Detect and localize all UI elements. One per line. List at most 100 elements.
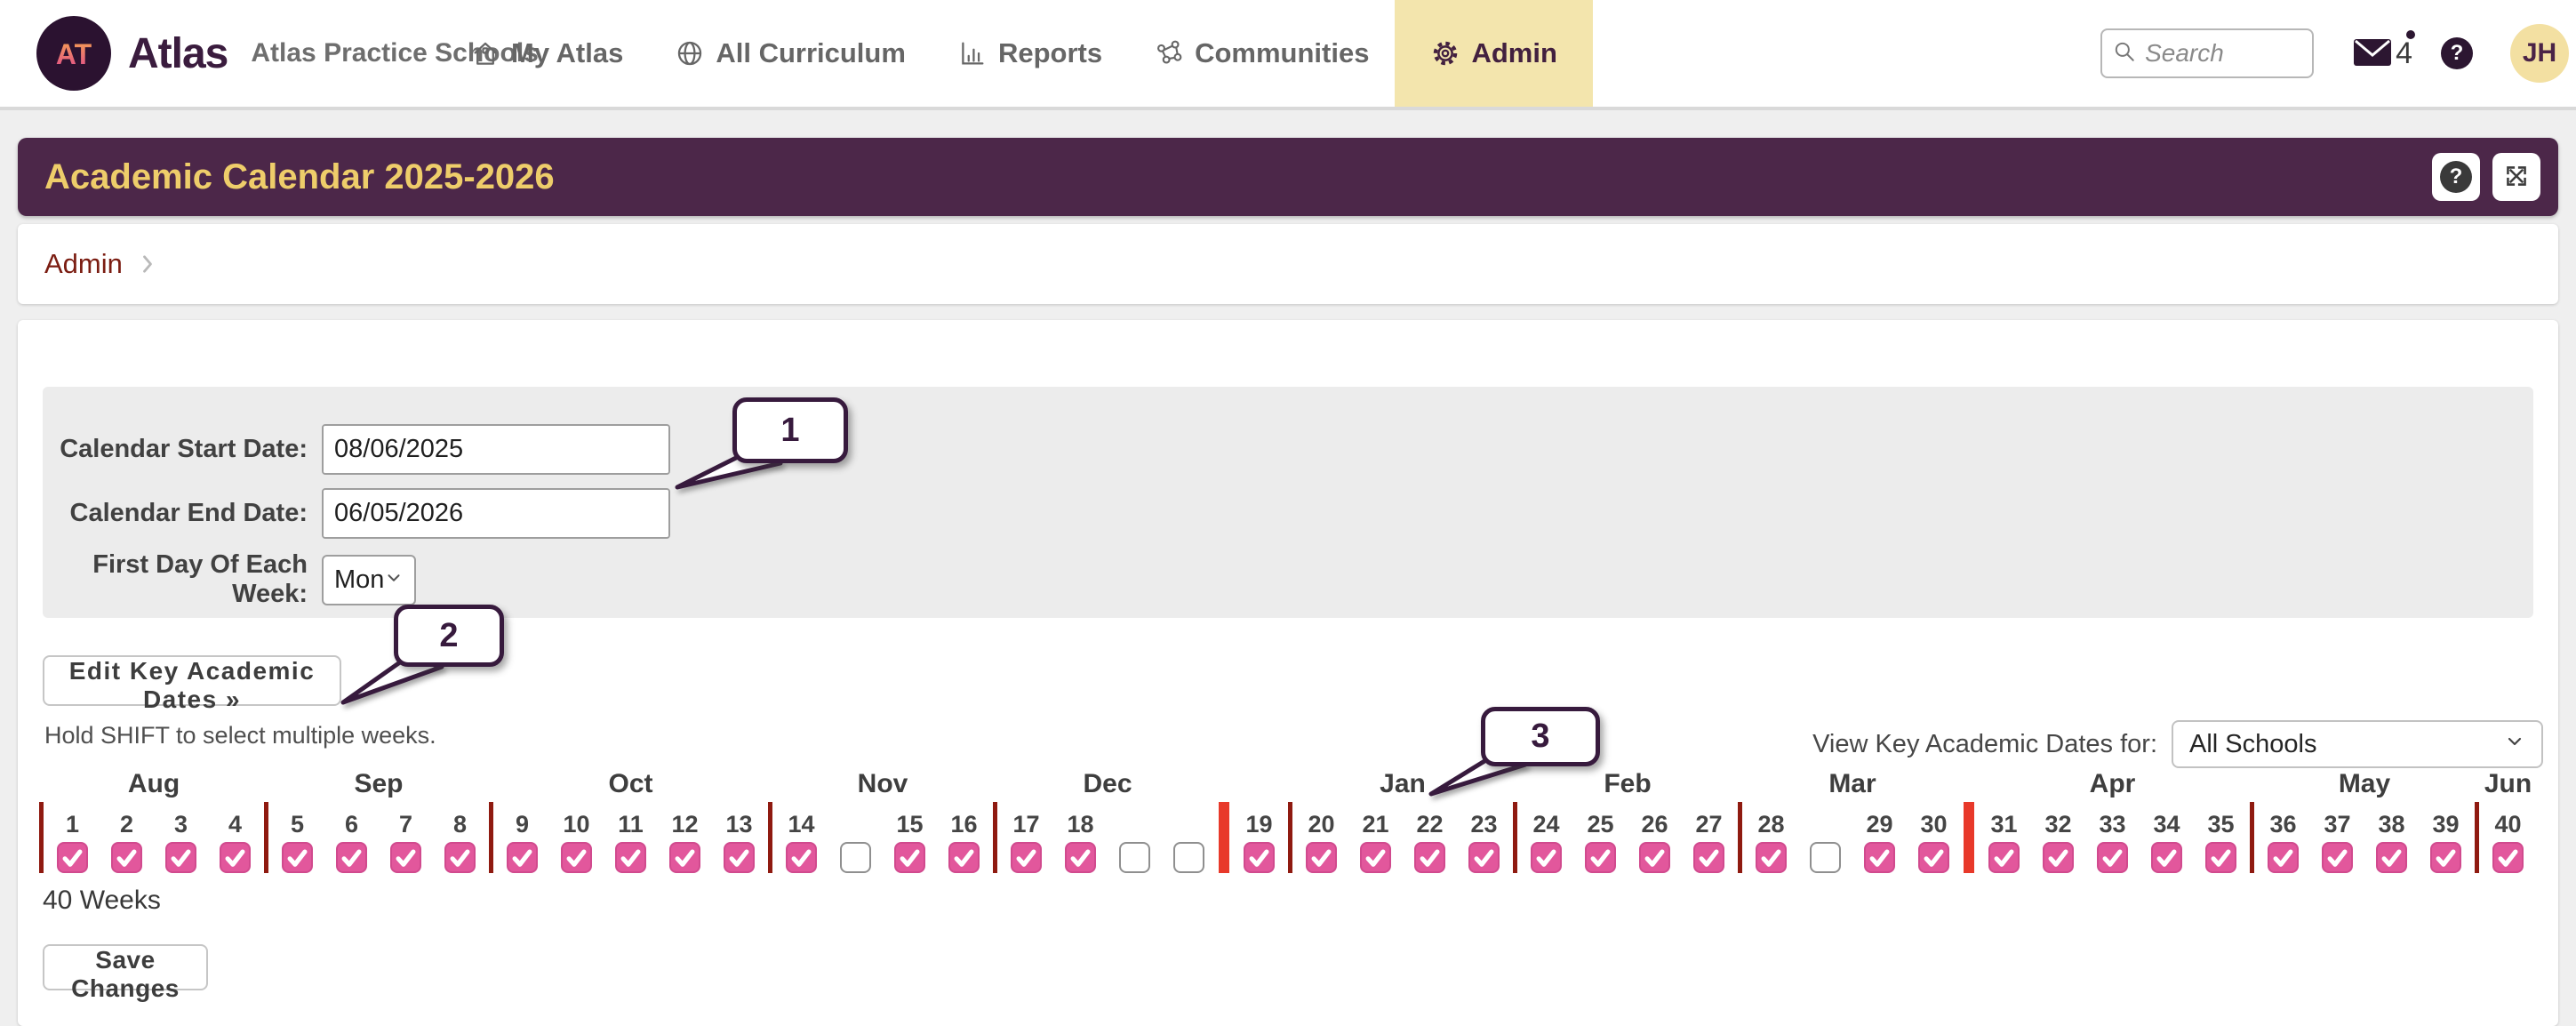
nav-label: My Atlas — [511, 37, 624, 68]
week-checkbox[interactable] — [507, 842, 538, 873]
week-checkbox[interactable] — [2376, 842, 2407, 873]
week-checkbox[interactable] — [1119, 842, 1150, 873]
search-box[interactable] — [2100, 28, 2315, 78]
week-checkbox[interactable] — [1244, 842, 1275, 873]
week-checkbox[interactable] — [111, 842, 142, 873]
week-checkbox[interactable] — [1639, 842, 1670, 873]
week-slot: 13 — [712, 808, 766, 873]
chevron-down-icon — [384, 565, 404, 595]
brand-name[interactable]: Atlas — [128, 29, 228, 77]
nav-item-my-atlas[interactable]: My Atlas — [444, 0, 649, 107]
week-slot: 36 — [2256, 808, 2310, 873]
month-label: Apr — [2089, 769, 2136, 798]
week-slot: 37 — [2310, 808, 2364, 873]
week-checkbox[interactable] — [165, 842, 196, 873]
week-checkbox[interactable] — [894, 842, 925, 873]
week-checkbox[interactable] — [669, 842, 700, 873]
first-day-select[interactable]: Mon — [322, 554, 416, 605]
week-number: 20 — [1308, 811, 1335, 838]
week-checkbox[interactable] — [2151, 842, 2182, 873]
week-checkbox[interactable] — [1360, 842, 1391, 873]
week-checkbox[interactable] — [2430, 842, 2461, 873]
week-checkbox[interactable] — [2268, 842, 2299, 873]
search-input[interactable] — [2145, 39, 2288, 68]
month-group: May 36 37 38 39 — [2256, 769, 2473, 873]
week-checkbox[interactable] — [948, 842, 980, 873]
week-checkbox[interactable] — [561, 842, 592, 873]
start-date-input[interactable] — [324, 426, 668, 473]
messages-button[interactable]: 4 — [2353, 27, 2418, 71]
month-divider — [489, 802, 493, 873]
callout-3: 3 — [1481, 707, 1600, 766]
header-help-button[interactable]: ? — [2432, 153, 2480, 201]
week-checkbox[interactable] — [724, 842, 755, 873]
atlas-logo-icon[interactable]: AT — [36, 15, 112, 92]
first-day-value: Mon — [334, 565, 385, 594]
week-number: 6 — [344, 811, 359, 838]
week-checkbox[interactable] — [1531, 842, 1562, 873]
week-checkbox[interactable] — [220, 842, 251, 873]
week-slot: 30 — [1907, 808, 1961, 873]
week-checkbox[interactable] — [444, 842, 476, 873]
week-checkbox[interactable] — [1756, 842, 1787, 873]
week-slot: 11 — [604, 808, 658, 873]
nav-item-all-curriculum[interactable]: All Curriculum — [649, 0, 932, 107]
week-number: 17 — [1012, 811, 1040, 838]
nav-item-reports[interactable]: Reports — [932, 0, 1128, 107]
week-checkbox[interactable] — [1864, 842, 1895, 873]
end-date-calendar-button[interactable] — [669, 490, 670, 537]
edit-key-dates-button[interactable]: Edit Key Academic Dates » — [43, 655, 341, 713]
week-checkbox[interactable] — [615, 842, 646, 873]
week-checkbox[interactable] — [1810, 842, 1841, 873]
week-checkbox[interactable] — [2205, 842, 2236, 873]
save-changes-button[interactable]: Save Changes — [43, 944, 208, 1002]
week-checkbox[interactable] — [1988, 842, 2020, 873]
week-slot — [828, 808, 883, 873]
nav-item-communities[interactable]: Communities — [1128, 0, 1395, 107]
week-slot — [1798, 808, 1852, 873]
month-divider — [264, 802, 268, 873]
start-date-calendar-button[interactable] — [669, 426, 670, 473]
month-divider — [993, 802, 997, 873]
week-checkbox[interactable] — [1065, 842, 1096, 873]
week-checkbox[interactable] — [2097, 842, 2128, 873]
nav-item-admin[interactable]: Admin — [1395, 0, 1593, 107]
search-icon — [2113, 40, 2136, 68]
week-checkbox[interactable] — [1585, 842, 1616, 873]
schools-select[interactable]: All Schools — [2172, 720, 2543, 768]
week-checkbox[interactable] — [840, 842, 871, 873]
avatar[interactable]: JH — [2510, 24, 2569, 83]
globe-icon — [675, 38, 705, 68]
nav-label: Admin — [1471, 37, 1557, 68]
end-date-input[interactable] — [324, 490, 668, 537]
week-number: 39 — [2432, 811, 2460, 838]
week-checkbox[interactable] — [1173, 842, 1204, 873]
week-checkbox[interactable] — [1693, 842, 1724, 873]
week-checkbox[interactable] — [2492, 842, 2524, 873]
callout-1: 1 — [732, 397, 848, 463]
week-checkbox[interactable] — [1011, 842, 1042, 873]
week-slot: 32 — [2031, 808, 2085, 873]
week-slot: 38 — [2364, 808, 2419, 873]
week-checkbox[interactable] — [57, 842, 88, 873]
breadcrumb-admin-link[interactable]: Admin — [44, 248, 123, 279]
week-slot: 20 — [1294, 808, 1348, 873]
week-checkbox[interactable] — [2043, 842, 2074, 873]
week-checkbox[interactable] — [336, 842, 367, 873]
week-checkbox[interactable] — [1468, 842, 1500, 873]
expand-button[interactable] — [2492, 153, 2540, 201]
week-checkbox[interactable] — [1414, 842, 1445, 873]
month-label: Jun — [2484, 769, 2532, 798]
week-checkbox[interactable] — [786, 842, 817, 873]
week-number: 32 — [2044, 811, 2072, 838]
week-checkbox[interactable] — [1918, 842, 1949, 873]
help-icon[interactable]: ? — [2441, 37, 2473, 69]
week-checkbox[interactable] — [282, 842, 313, 873]
first-day-label: First Day Of Each Week: — [92, 550, 308, 608]
month-label: Dec — [1083, 769, 1132, 798]
week-checkbox[interactable] — [2322, 842, 2353, 873]
week-checkbox[interactable] — [1306, 842, 1337, 873]
week-number: 15 — [896, 811, 924, 838]
network-icon — [1154, 38, 1184, 68]
week-checkbox[interactable] — [390, 842, 421, 873]
